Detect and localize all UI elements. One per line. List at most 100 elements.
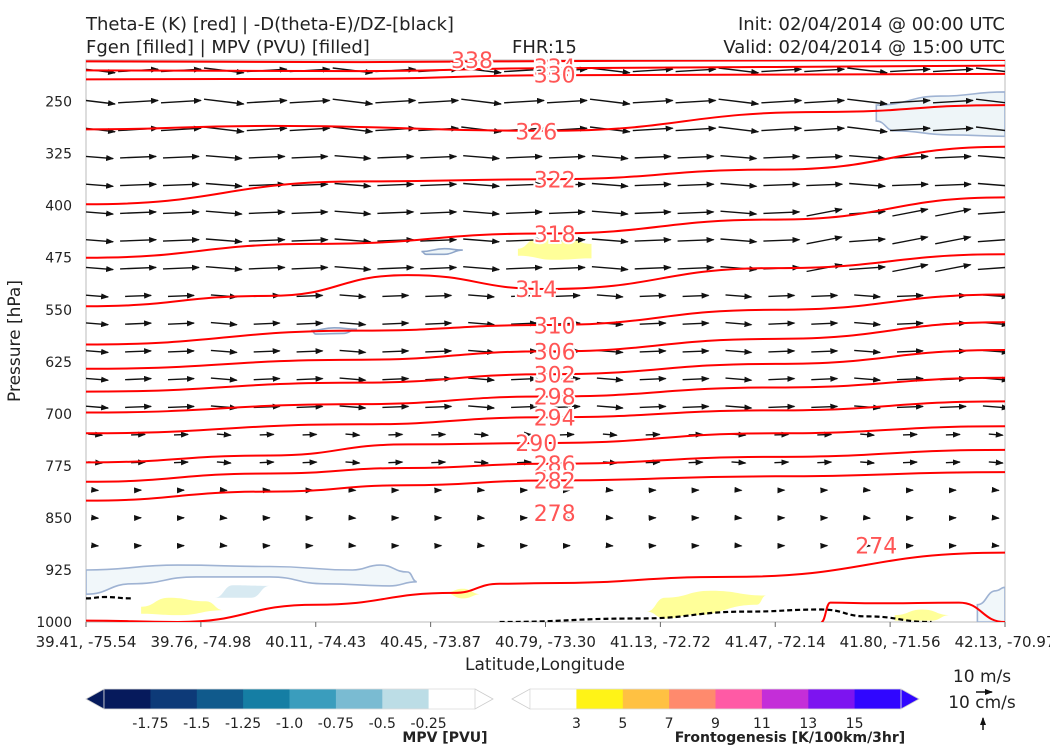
wind-vector	[248, 236, 286, 243]
frontogenesis-colorbar: 3 5 7 9 11 13 15	[511, 688, 920, 732]
wind-vector	[348, 542, 357, 549]
colorbar-swatch	[622, 689, 670, 709]
wind-vector	[388, 431, 404, 438]
wind-vector	[849, 236, 887, 243]
wind-vector	[216, 459, 232, 466]
wind-vector	[296, 375, 324, 382]
wind-vector	[675, 125, 717, 132]
theta-e-line-310	[86, 293, 1005, 346]
wind-vector	[205, 182, 243, 189]
wind-vector	[461, 98, 502, 107]
x-tick-label: 40.79, -73.30	[495, 633, 596, 651]
theta-e-label-334: 334	[534, 56, 576, 81]
wind-vector	[377, 181, 415, 188]
wind-vector	[131, 459, 147, 466]
colorbar-swatch	[382, 689, 430, 709]
wind-vector	[632, 66, 674, 73]
colorbar-tick-label: 13	[799, 716, 817, 732]
wind-vector	[720, 155, 758, 162]
colorbar-tick-label: -0.5	[369, 716, 396, 732]
wind-vector	[125, 403, 153, 410]
x-tick-label: 41.47, -72.14	[725, 633, 826, 651]
theta-e-line-322	[86, 145, 1005, 206]
wind-vector	[474, 431, 490, 438]
wind-vector	[768, 292, 796, 299]
theta-e-line-302	[86, 349, 1005, 393]
wind-vector	[559, 459, 575, 466]
wind-vector	[345, 431, 361, 438]
colorbar-swatch	[854, 689, 902, 709]
wind-vector	[725, 404, 753, 411]
wind-vector	[902, 431, 918, 438]
wind-vector	[548, 181, 586, 188]
y-tick-label: 850	[45, 511, 72, 527]
theta-e-contours	[86, 60, 1005, 622]
wind-vector	[377, 153, 415, 160]
theta-e-label-314: 314	[515, 278, 557, 303]
wind-vector	[167, 292, 195, 299]
wind-vector	[975, 67, 1005, 73]
wind-vector	[253, 348, 281, 355]
wind-vector	[296, 320, 324, 327]
wind-vector	[591, 266, 629, 273]
theta-e-label-282: 282	[534, 470, 576, 495]
wind-vector	[90, 486, 100, 493]
wind-vector	[768, 375, 796, 382]
wind-vector	[162, 153, 200, 160]
wind-vector	[334, 155, 372, 162]
wind-vector	[173, 431, 189, 438]
theta-e-label-306: 306	[534, 340, 576, 365]
wind-vector	[591, 238, 629, 245]
wind-vector	[463, 182, 501, 189]
wind-vector	[605, 486, 614, 493]
wind-vector	[763, 153, 801, 160]
wind-vector	[125, 320, 153, 327]
wind-vector	[167, 348, 195, 355]
wind-vector	[854, 321, 882, 328]
wind-vector	[763, 236, 801, 243]
wind-vector	[548, 153, 586, 160]
wind-vector	[219, 486, 228, 493]
wind-vector	[634, 181, 672, 188]
wind-vector	[246, 97, 288, 104]
wind-vector	[677, 153, 715, 160]
colorbar-swatch	[576, 689, 624, 709]
wind-vector	[632, 125, 674, 132]
wind-vector	[932, 66, 974, 73]
theta-e-contour-labels: 338 3343303263223183143103063022982942902…	[449, 47, 899, 562]
wind-vector	[639, 320, 667, 327]
wind-vector	[125, 292, 153, 299]
wind-vector	[302, 459, 318, 466]
wind-vector	[548, 236, 586, 243]
wind-vector	[296, 403, 324, 410]
wind-vector	[203, 98, 245, 107]
colorbar-swatch	[530, 689, 577, 709]
theta-e-line-298	[86, 376, 1005, 414]
colorbar-swatch	[104, 689, 151, 709]
wind-vector	[591, 155, 629, 162]
wind-vector	[205, 266, 243, 273]
wind-vector	[896, 292, 924, 299]
wind-vector	[559, 431, 575, 438]
wind-vector	[804, 125, 846, 132]
theta-e-line-318	[86, 196, 1005, 259]
wind-vector	[645, 431, 661, 438]
wind-vector	[632, 97, 674, 104]
wind-vector	[677, 209, 715, 216]
wind-vector	[634, 209, 672, 216]
wind-vector	[688, 459, 704, 466]
wind-vector	[988, 431, 1004, 438]
colorbar-swatch	[150, 689, 198, 709]
wind-vector	[167, 403, 195, 410]
wind-vector	[120, 236, 158, 243]
theta-e-label-286: 286	[534, 453, 576, 478]
wind-vector	[334, 266, 372, 273]
wind-vector	[339, 376, 367, 383]
theta-e-line-330	[86, 72, 1005, 81]
colorbar-tick-label: -0.75	[318, 716, 354, 732]
colorbar-swatch	[715, 689, 763, 709]
theta-e-label-290: 290	[515, 432, 557, 457]
wind-vector	[291, 153, 329, 160]
wind-vector	[596, 376, 624, 383]
